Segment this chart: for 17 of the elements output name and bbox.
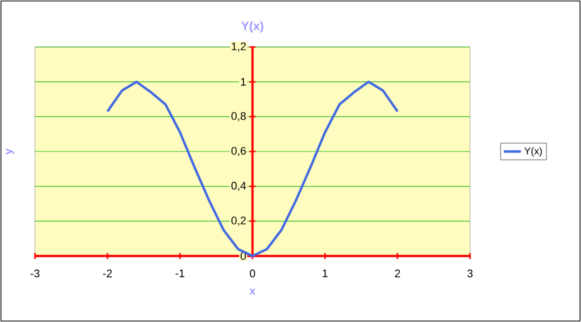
y-tick-label: 0,6 — [231, 146, 246, 156]
x-tick-label: 1 — [322, 270, 328, 278]
y-tick-label: 1 — [241, 78, 246, 86]
y-axis-title: y — [6, 148, 14, 154]
x-tick-label: -2 — [103, 270, 112, 278]
y-tick-label: 0,4 — [231, 182, 246, 191]
y-tick-label: 0,8 — [231, 112, 246, 122]
legend-label: Y(x) — [524, 147, 542, 156]
x-tick-label: 3 — [467, 270, 473, 278]
x-tick-label: 0 — [250, 270, 256, 278]
y-tick-label: 1,2 — [232, 42, 246, 52]
chart-title: Y(x) — [241, 21, 264, 32]
x-axis-title: x — [250, 288, 256, 295]
x-tick-label: 2 — [394, 270, 400, 278]
y-tick-label: 0,2 — [231, 216, 246, 226]
x-tick-label: -1 — [176, 270, 184, 278]
x-tick-label: -3 — [30, 270, 40, 278]
